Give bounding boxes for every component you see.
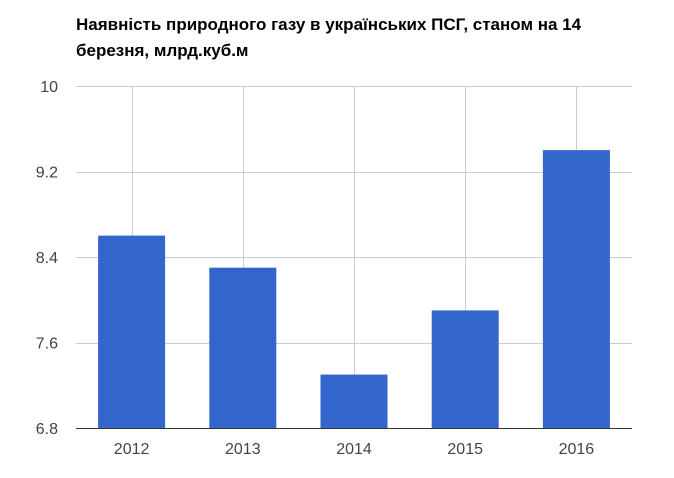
bar-2013	[209, 267, 277, 428]
x-tick-label: 2016	[559, 441, 595, 458]
y-axis-ticks: 6.8 7.6 8.4 9.2 10	[36, 79, 58, 438]
y-tick-label: 8.4	[36, 250, 58, 267]
y-tick-label: 10	[40, 79, 58, 96]
chart-title: Наявність природного газу в українських …	[76, 15, 582, 60]
x-axis-ticks: 2012 2013 2014 2015 2016	[114, 441, 594, 458]
x-tick-label: 2015	[447, 441, 483, 458]
y-tick-label: 9.2	[36, 165, 58, 182]
bar-2015	[431, 310, 499, 428]
bar-2016	[542, 150, 610, 428]
x-tick-label: 2014	[336, 441, 372, 458]
bars	[98, 150, 610, 428]
bar-2014	[320, 374, 388, 428]
x-tick-label: 2013	[225, 441, 261, 458]
x-tick-label: 2012	[114, 441, 150, 458]
y-tick-label: 7.6	[36, 336, 58, 353]
y-tick-label: 6.8	[36, 421, 58, 438]
bar-2012	[98, 235, 166, 428]
